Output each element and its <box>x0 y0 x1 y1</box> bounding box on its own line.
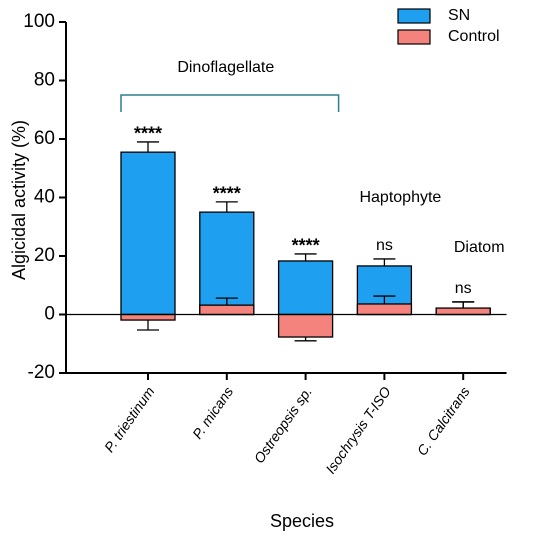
bar <box>199 304 255 316</box>
bar <box>120 151 176 316</box>
bar <box>356 303 413 316</box>
x-tick-label: P. micans <box>189 384 236 442</box>
error-bar <box>294 253 317 261</box>
error-bar <box>137 320 159 331</box>
group-label: Haptophyte <box>359 189 441 206</box>
y-tick-label: 80 <box>34 70 55 91</box>
error-bar <box>373 258 396 266</box>
significance-label: ns <box>455 280 472 297</box>
bar <box>199 211 255 316</box>
y-tick-label: 20 <box>34 245 55 266</box>
legend-swatch <box>397 29 431 45</box>
error-bar <box>294 337 317 342</box>
error-bar <box>215 297 238 306</box>
x-tick-label: C. Calcitrans <box>414 384 473 459</box>
significance-label: **** <box>134 124 162 144</box>
y-tick-label: 40 <box>34 187 55 208</box>
significance-label: **** <box>213 184 241 204</box>
group-label: Dinoflagellate <box>177 59 274 76</box>
x-tick-label: Ostreopsis sp. <box>251 384 315 466</box>
legend-label: SN <box>448 7 470 24</box>
error-bar <box>137 141 159 153</box>
significance-label: ns <box>376 237 393 254</box>
group-label: Diatom <box>454 239 505 256</box>
x-tick-label: P. triestinum <box>101 383 158 455</box>
y-tick-label: -20 <box>28 362 55 383</box>
bar <box>277 260 334 316</box>
bar <box>435 307 491 316</box>
error-bar <box>373 295 396 304</box>
y-tick-label: 100 <box>23 11 55 32</box>
significance-label: **** <box>292 236 320 256</box>
error-bar <box>215 201 238 213</box>
legend-label: Control <box>448 28 500 45</box>
legend-swatch <box>397 8 431 24</box>
group-bracket <box>120 94 340 112</box>
y-tick-label: 60 <box>34 128 55 149</box>
y-tick-label: 0 <box>44 304 55 325</box>
x-tick-label: Isochrysis T-ISO <box>322 384 394 477</box>
x-axis-label: Species <box>270 511 334 531</box>
y-axis-label: Algicidal activity (%) <box>9 120 29 280</box>
error-bar <box>452 301 475 309</box>
bar <box>277 313 334 338</box>
bar <box>120 313 176 321</box>
